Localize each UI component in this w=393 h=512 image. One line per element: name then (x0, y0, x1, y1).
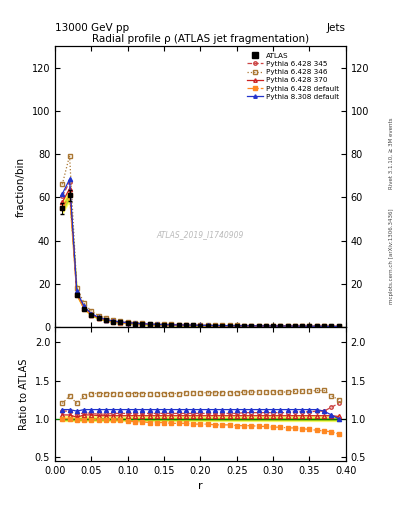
Text: ATLAS_2019_I1740909: ATLAS_2019_I1740909 (157, 230, 244, 239)
Text: Rivet 3.1.10, ≥ 3M events: Rivet 3.1.10, ≥ 3M events (389, 118, 393, 189)
Text: 13000 GeV pp: 13000 GeV pp (55, 23, 129, 33)
X-axis label: r: r (198, 481, 203, 491)
Text: mcplots.cern.ch [arXiv:1306.3436]: mcplots.cern.ch [arXiv:1306.3436] (389, 208, 393, 304)
Text: Jets: Jets (327, 23, 346, 33)
Y-axis label: fraction/bin: fraction/bin (16, 157, 26, 217)
Legend: ATLAS, Pythia 6.428 345, Pythia 6.428 346, Pythia 6.428 370, Pythia 6.428 defaul: ATLAS, Pythia 6.428 345, Pythia 6.428 34… (244, 50, 342, 102)
Title: Radial profile ρ (ATLAS jet fragmentation): Radial profile ρ (ATLAS jet fragmentatio… (92, 34, 309, 44)
Y-axis label: Ratio to ATLAS: Ratio to ATLAS (19, 358, 29, 430)
